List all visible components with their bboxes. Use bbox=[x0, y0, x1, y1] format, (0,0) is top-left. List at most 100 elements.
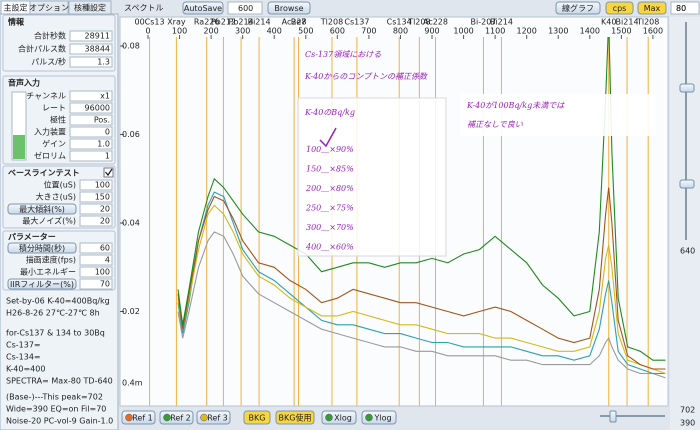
bottom-button[interactable]: BKG使用 bbox=[275, 410, 315, 425]
nuclide-label: Ac228 bbox=[423, 18, 448, 27]
value-box bbox=[79, 215, 113, 227]
tab-bg bbox=[68, 0, 112, 15]
tab-label: 主設定 bbox=[4, 3, 28, 13]
x-tick-label: 1200 bbox=[517, 27, 537, 36]
bottom-button-icon bbox=[125, 413, 133, 422]
row-button-label: 積分時間(秒) bbox=[19, 243, 65, 253]
row-value: 60 bbox=[100, 244, 110, 253]
cps-button[interactable]: cps bbox=[605, 1, 634, 15]
note-line: Set-by-06 K-40=400Bq/kg bbox=[6, 297, 110, 306]
max-value: 80 bbox=[676, 4, 686, 13]
max-input[interactable] bbox=[670, 1, 700, 15]
x-tick-label: 600 bbox=[330, 27, 345, 36]
bottom-button-icon bbox=[163, 413, 171, 422]
checkbox[interactable] bbox=[103, 167, 114, 178]
tab[interactable]: 核種設定 bbox=[68, 0, 112, 15]
autosave-input[interactable] bbox=[227, 1, 263, 15]
row-label: 極性 bbox=[50, 115, 66, 125]
row-button[interactable]: 積分時間(秒) bbox=[7, 242, 77, 254]
bottom-button-label: BKG使用 bbox=[279, 413, 312, 423]
row-label: 入力装置 bbox=[34, 127, 66, 137]
row-value: 70 bbox=[100, 280, 110, 289]
row-label: ゼロリム bbox=[34, 151, 66, 161]
bottom-button[interactable]: Ylog bbox=[361, 410, 397, 425]
value-box bbox=[69, 114, 113, 126]
note-line: Wide=390 EQ=on Fil=70 bbox=[6, 405, 106, 414]
annotation-box bbox=[297, 97, 447, 257]
x-tick-label: 200 bbox=[203, 27, 218, 36]
tab-label: オプション bbox=[29, 4, 69, 13]
nuclide-label: Xray bbox=[167, 18, 186, 27]
browse-button[interactable]: Browse bbox=[267, 1, 311, 15]
row-value: 0 bbox=[105, 128, 110, 137]
bottom-button[interactable]: Ref 3 bbox=[196, 410, 231, 425]
note-line: SPECTRA= Max-80 TD-640 bbox=[6, 377, 113, 386]
check-mark bbox=[319, 127, 337, 148]
line-graph-button[interactable]: 線グラフ bbox=[555, 1, 601, 15]
right-bottom-1: 702 bbox=[680, 406, 695, 415]
row-button[interactable]: 最大傾斜(%) bbox=[7, 203, 77, 215]
tab-label: 核種設定 bbox=[74, 3, 106, 13]
value-box bbox=[69, 150, 113, 162]
max-button[interactable]: Max bbox=[637, 1, 667, 15]
bottom-button[interactable]: Ref 2 bbox=[159, 410, 194, 425]
group-frame bbox=[2, 75, 116, 165]
nuclide-label: Cs134 bbox=[387, 18, 412, 27]
row-value: 20 bbox=[100, 205, 110, 214]
row-value: 1 bbox=[105, 152, 110, 161]
tab[interactable]: 主設定 bbox=[0, 0, 31, 15]
bottom-button-label: Ref 2 bbox=[170, 414, 191, 423]
group-title: 音声入力 bbox=[8, 78, 40, 88]
audio-level-fill bbox=[13, 135, 25, 159]
bottom-button-label: Ylog bbox=[373, 414, 391, 423]
row-label: 位置(uS) bbox=[44, 180, 76, 190]
tab[interactable]: オプション bbox=[29, 0, 69, 15]
y-bottom-label: 0.4m bbox=[122, 379, 143, 388]
annotation-note: K-40が100Bq/kg未満では bbox=[466, 101, 565, 110]
spectrum-line bbox=[177, 231, 666, 379]
annotation-row: 250＿×75% bbox=[305, 204, 354, 213]
right-sliders[interactable] bbox=[600, 22, 695, 423]
cps-button-label: cps bbox=[613, 4, 627, 13]
browse-button-bg bbox=[267, 1, 311, 15]
nuclide-label: 00Cs13 bbox=[135, 18, 165, 27]
spectrum-line bbox=[177, 187, 666, 370]
row-label: レート bbox=[42, 104, 66, 113]
group-title: ベースラインテスト bbox=[8, 169, 80, 178]
row-label: 合計秒数 bbox=[34, 31, 66, 41]
right-bottom-2: 390 bbox=[680, 419, 695, 428]
value-box bbox=[79, 191, 113, 203]
group-title: パラメーター bbox=[8, 232, 56, 242]
note-line: K-40=400 bbox=[6, 365, 45, 374]
annotation-row: 200＿×80% bbox=[305, 184, 354, 193]
row-label: 大きさ(uS) bbox=[36, 192, 76, 202]
cps-button-bg bbox=[605, 1, 634, 15]
value-box bbox=[79, 179, 113, 191]
x-tick-label: 400 bbox=[267, 27, 282, 36]
annotation-row: 300＿×70% bbox=[306, 223, 354, 232]
bottom-button-icon bbox=[200, 413, 208, 422]
bottom-button[interactable]: Xlog bbox=[321, 410, 357, 425]
bottom-button[interactable]: BKG bbox=[243, 410, 271, 425]
autosave-button[interactable]: AutoSave bbox=[182, 1, 224, 15]
browse-button-label: Browse bbox=[274, 4, 303, 13]
max-button-label: Max bbox=[644, 4, 661, 13]
annotation-title: K-40からのコンプトンの補正係数 bbox=[304, 72, 428, 81]
x-tick-label: 700 bbox=[361, 27, 376, 36]
bottom-button-bg bbox=[275, 410, 315, 425]
row-button[interactable]: IIRフィルター(%) bbox=[7, 278, 77, 290]
row-button-label: IIRフィルター(%) bbox=[10, 280, 74, 289]
value-box bbox=[69, 43, 113, 55]
right-middle: 640 bbox=[680, 247, 695, 256]
spectrum-line bbox=[177, 37, 666, 361]
group-frame bbox=[2, 230, 116, 291]
bottom-button-icon bbox=[325, 413, 333, 422]
right-top: 80 bbox=[676, 4, 686, 13]
bottom-button[interactable]: Ref 1 bbox=[121, 410, 156, 425]
value-box bbox=[69, 56, 113, 68]
bottom-button-bg bbox=[243, 410, 271, 425]
value-box bbox=[69, 138, 113, 150]
bottom-button-label: BKG bbox=[249, 414, 266, 423]
row-value: x1 bbox=[100, 92, 110, 101]
